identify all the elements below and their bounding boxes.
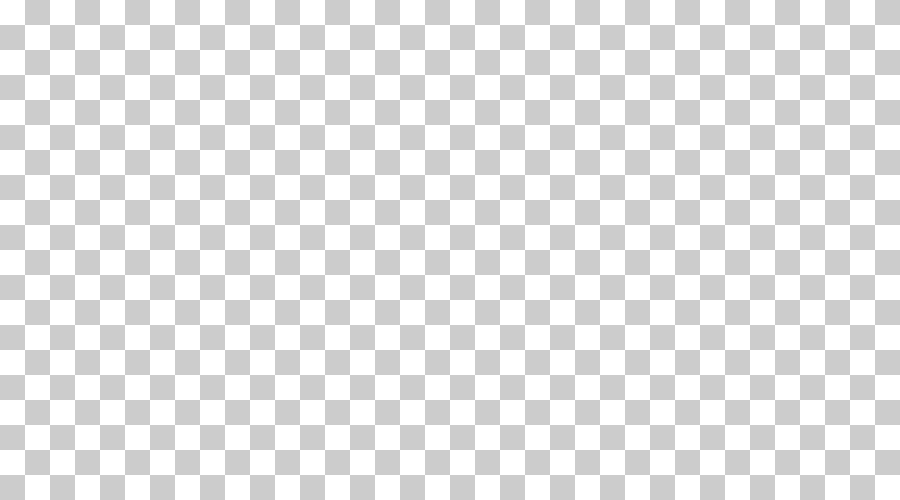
Text: V1: V1 xyxy=(878,112,890,122)
Text: U1: U1 xyxy=(120,10,132,20)
Text: Vs=-4: Vs=-4 xyxy=(108,99,135,108)
Text: +: + xyxy=(848,106,857,120)
Text: 200Vac  50Aac: 200Vac 50Aac xyxy=(540,383,686,396)
Text: 3: 3 xyxy=(384,193,390,202)
Text: 400: 400 xyxy=(878,273,896,283)
Text: 6: 6 xyxy=(248,310,254,319)
Text: INPUT = 400Vdc + 400Vdc: INPUT = 400Vdc + 400Vdc xyxy=(540,343,709,356)
Text: 5: 5 xyxy=(248,258,254,267)
Text: Tj = 100°C: Tj = 100°C xyxy=(540,403,609,416)
Text: 4: 4 xyxy=(384,150,390,159)
Text: td1=300n: td1=300n xyxy=(108,215,151,224)
Text: V2: V2 xyxy=(878,262,890,272)
Text: OUTPUT = 10kW  50Hz: OUTPUT = 10kW 50Hz xyxy=(540,368,685,381)
Text: DH1: DH1 xyxy=(180,144,196,153)
Bar xyxy=(500,272,520,310)
Text: R1: R1 xyxy=(730,175,741,184)
Text: fps=50: fps=50 xyxy=(35,408,68,417)
Text: U2: U2 xyxy=(504,173,516,183)
Text: L1: L1 xyxy=(665,185,676,194)
Text: 2: 2 xyxy=(384,310,390,319)
Text: 5: 5 xyxy=(384,260,390,269)
Text: {(Io-1)*10k}: {(Io-1)*10k} xyxy=(518,281,573,290)
Text: Q1: Q1 xyxy=(318,24,329,34)
Text: Vd=18: Vd=18 xyxy=(108,88,135,97)
Text: -: - xyxy=(128,372,136,384)
Text: 1: 1 xyxy=(384,57,390,66)
Text: FB: FB xyxy=(167,369,178,378)
Text: +: + xyxy=(848,256,857,270)
Text: 1Vac: 1Vac xyxy=(176,406,194,414)
Text: DL1: DL1 xyxy=(180,264,196,273)
Text: +: + xyxy=(140,145,148,159)
Text: I-V: I-V xyxy=(501,163,518,173)
Text: Rso1=1: Rso1=1 xyxy=(110,163,140,172)
Text: 10k: 10k xyxy=(522,388,538,397)
Text: {Vo/Io}: {Vo/Io} xyxy=(720,183,755,192)
Text: 10: 10 xyxy=(248,143,258,152)
Text: +: + xyxy=(128,353,137,367)
Text: Rso2=1: Rso2=1 xyxy=(110,283,140,292)
Text: td2=300n: td2=300n xyxy=(108,226,151,235)
Text: 400: 400 xyxy=(878,123,896,133)
Text: BSM080D12P2C008: BSM080D12P2C008 xyxy=(295,13,383,23)
Text: DL0: DL0 xyxy=(155,306,171,315)
Text: -: - xyxy=(140,246,148,258)
Text: L1-P: L1-P xyxy=(595,183,616,192)
Text: fsw=50k: fsw=50k xyxy=(35,318,73,327)
Text: +: + xyxy=(140,265,148,279)
Text: PWM-HB-INVERTER: PWM-HB-INVERTER xyxy=(82,21,170,31)
Bar xyxy=(722,190,750,206)
Text: Rsi2=1: Rsi2=1 xyxy=(110,293,140,302)
Text: Rsi1=1: Rsi1=1 xyxy=(110,173,140,182)
Bar xyxy=(500,378,520,416)
Text: 500u: 500u xyxy=(640,183,662,192)
Text: 9: 9 xyxy=(248,195,254,204)
Text: R2: R2 xyxy=(522,270,533,279)
Text: R3: R3 xyxy=(522,377,533,386)
Text: -: - xyxy=(140,126,148,138)
Text: DH0: DH0 xyxy=(155,186,171,195)
